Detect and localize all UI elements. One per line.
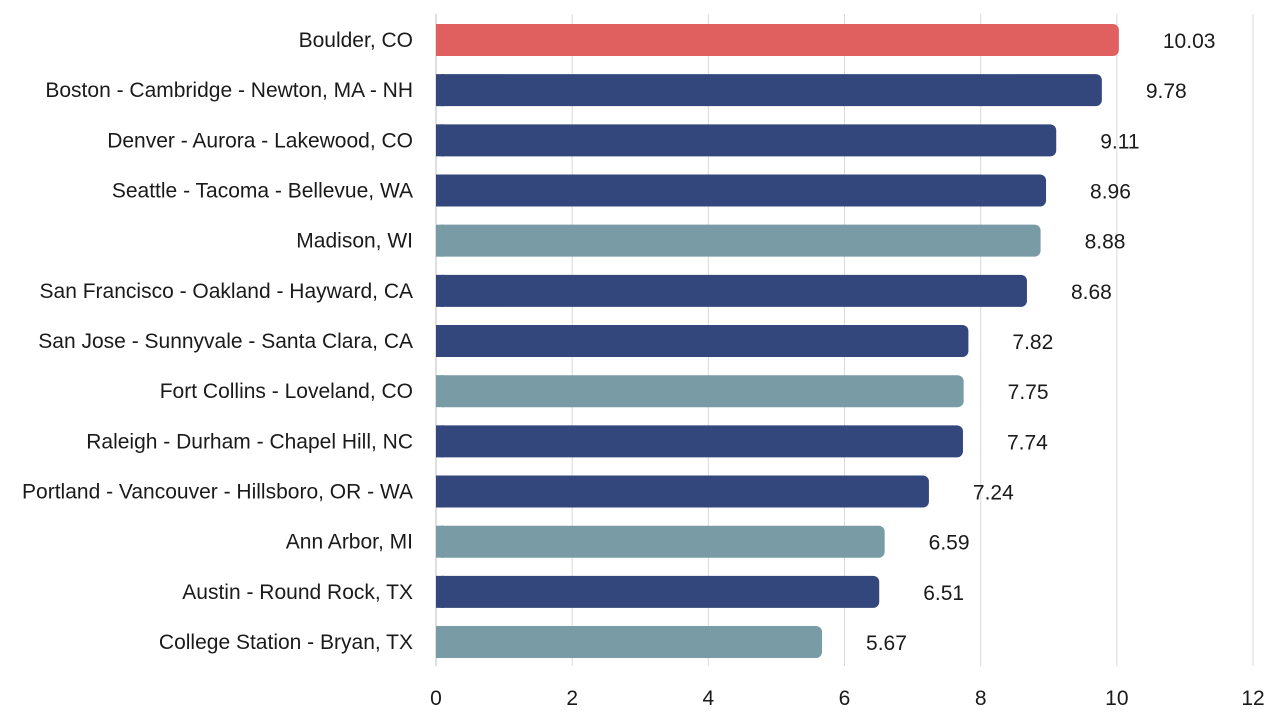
value-label: 7.82 [1012,331,1053,354]
bar-10-left-edge [436,475,444,508]
x-tick-label-6: 6 [839,687,851,710]
x-tick-label-0: 0 [430,687,442,710]
bar-3 [436,124,1057,157]
category-label: Portland - Vancouver - Hillsboro, OR - W… [22,481,413,504]
category-label: Fort Collins - Loveland, CO [160,380,413,403]
x-tick-label-10: 10 [1105,687,1128,710]
bar-8-left-edge [436,375,444,408]
x-tick-label-4: 4 [702,687,714,710]
value-labels: 10.03 9.78 9.11 8.96 8.88 8.68 7.82 7.75 7.74 7.2… [866,30,1215,655]
value-label: 8.88 [1085,231,1126,254]
category-label: Boston - Cambridge - Newton, MA - NH [45,79,413,102]
bar-10 [436,475,929,508]
bar-2 [436,74,1102,107]
x-axis-tick-labels: 0 2 4 6 8 10 12 [430,687,1265,710]
bar-3-left-edge [436,124,444,157]
bar-5-left-edge [436,224,444,257]
bar-11-left-edge [436,525,444,558]
x-tick-label-2: 2 [566,687,578,710]
value-label: 6.51 [923,582,964,605]
category-labels: Boulder, CO Boston - Cambridge - Newton, … [22,29,413,654]
bar-12-left-edge [436,575,444,608]
value-label: 7.75 [1008,381,1049,404]
bar-4-left-edge [436,174,444,207]
value-label: 9.11 [1100,130,1139,153]
bar-12 [436,575,880,608]
value-label: 7.24 [973,482,1014,505]
category-label: San Francisco - Oakland - Hayward, CA [40,280,413,303]
bar-13 [436,626,823,659]
category-label: San Jose - Sunnyvale - Santa Clara, CA [38,330,413,353]
value-label: 9.78 [1146,80,1187,103]
category-label: College Station - Bryan, TX [159,631,413,654]
value-label: 8.96 [1090,181,1131,204]
x-tick-label-8: 8 [975,687,987,710]
bar-1-left-edge [436,24,444,56]
bar-1 [436,24,1119,56]
bar-2-left-edge [436,74,444,107]
value-label: 5.67 [866,632,907,655]
bar-4 [436,174,1047,207]
bar-9-left-edge [436,425,444,458]
bar-7 [436,325,969,358]
bar-11 [436,525,885,558]
category-label: Ann Arbor, MI [286,531,413,554]
value-label: 7.74 [1007,431,1048,454]
category-label: Raleigh - Durham - Chapel Hill, NC [86,430,413,453]
category-label: Austin - Round Rock, TX [182,581,413,604]
bar-7-left-edge [436,325,444,358]
bar-5 [436,224,1041,257]
category-label: Boulder, CO [299,29,413,52]
category-label: Seattle - Tacoma - Bellevue, WA [112,180,413,203]
bar-13-left-edge [436,626,444,659]
bar-8 [436,375,964,408]
bar-6-left-edge [436,274,444,307]
bar-9 [436,425,963,458]
value-label: 10.03 [1163,30,1216,53]
x-tick-label-12: 12 [1241,687,1264,710]
value-label: 8.68 [1071,281,1112,304]
category-label: Denver - Aurora - Lakewood, CO [107,129,413,152]
category-label: Madison, WI [296,230,413,253]
bar-6 [436,274,1027,307]
bars [436,24,1119,659]
value-label: 6.59 [929,532,970,555]
